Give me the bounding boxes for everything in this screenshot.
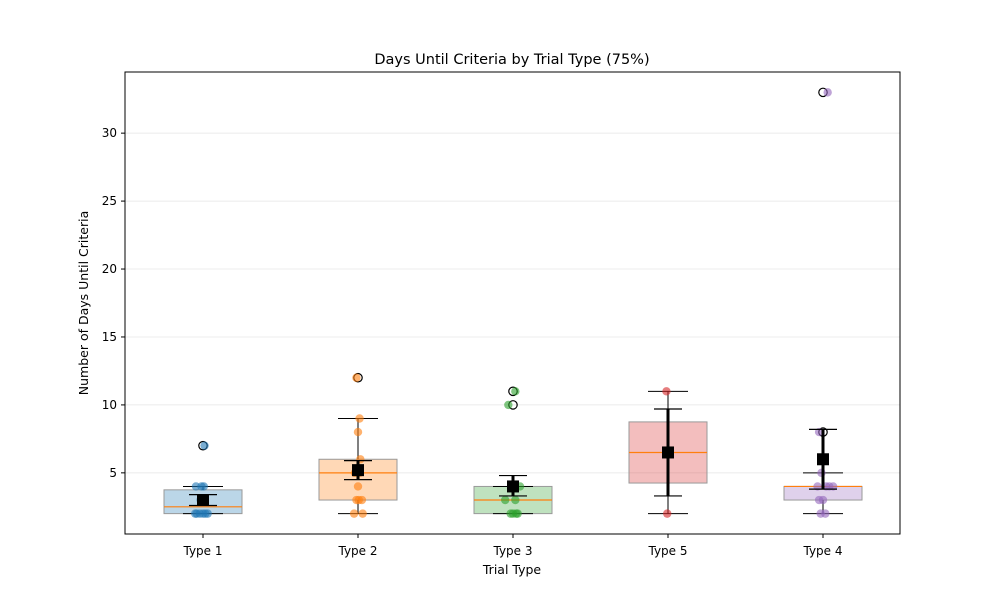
y-tick-label: 20 (102, 262, 117, 276)
box-group-4 (628, 387, 708, 518)
y-tick-label: 25 (102, 194, 117, 208)
data-point (191, 509, 200, 518)
data-point (828, 482, 838, 491)
data-point (504, 400, 513, 410)
axis-layer: 5 10 15 20 25 30 Type 1 Type 2 Type 3 Type 5 Type … (102, 71, 901, 558)
chart-title: Days Until Criteria by Trial Type (75%) (374, 52, 649, 68)
data-point (353, 427, 363, 437)
y-tick-label: 5 (109, 466, 117, 480)
x-tick-label: Type 2 (337, 544, 377, 558)
box-group-5 (783, 87, 863, 518)
x-tick-label: Type 4 (802, 544, 842, 558)
data-point (513, 509, 522, 518)
data-point (511, 387, 520, 396)
y-tick-label: 15 (102, 330, 117, 344)
data-point (353, 482, 363, 491)
mean-marker (507, 480, 519, 493)
mean-marker (352, 464, 364, 477)
box-group-1 (163, 440, 243, 518)
data-point (199, 482, 208, 491)
data-point (814, 427, 824, 437)
data-point (511, 495, 520, 505)
x-tick-label: Type 1 (182, 544, 222, 558)
x-tick-label: Type 5 (647, 544, 687, 558)
data-point (821, 509, 830, 518)
data-point (663, 509, 672, 518)
data-point (355, 414, 364, 423)
data-point (203, 509, 212, 518)
data-point (501, 495, 510, 505)
data-point (818, 495, 828, 505)
mean-marker (662, 446, 674, 459)
data-point (349, 509, 359, 518)
data-point (662, 387, 671, 396)
box-layer (163, 87, 863, 518)
y-tick-label: 10 (102, 398, 117, 412)
mean-marker (817, 453, 829, 466)
data-point (357, 495, 367, 505)
data-point (358, 509, 367, 518)
data-point (352, 373, 361, 382)
box-group-3 (473, 386, 553, 518)
data-point (200, 441, 209, 450)
data-point (813, 482, 822, 491)
y-axis-label: Number of Days Until Criteria (76, 211, 91, 395)
y-tick-label: 30 (102, 126, 117, 140)
data-point (823, 88, 832, 97)
mean-marker (197, 494, 209, 507)
x-tick-label: Type 3 (492, 544, 532, 558)
x-axis-label: Trial Type (482, 562, 542, 577)
box-group-2 (318, 372, 398, 518)
